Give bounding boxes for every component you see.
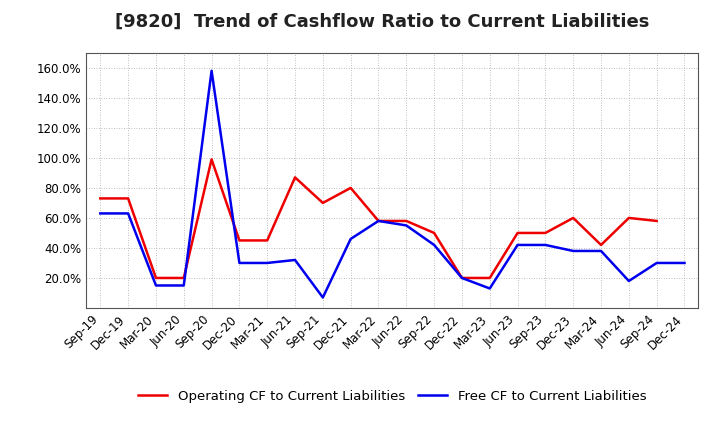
Free CF to Current Liabilities [485,286,494,291]
Free CF to Current Liabilities [235,260,243,266]
Free CF to Current Liabilities [569,248,577,253]
Free CF to Current Liabilities [597,248,606,253]
Operating CF to Current Liabilities [402,218,410,224]
Operating CF to Current Liabilities [541,230,550,235]
Operating CF to Current Liabilities [179,275,188,281]
Free CF to Current Liabilities [207,68,216,73]
Free CF to Current Liabilities [430,242,438,248]
Free CF to Current Liabilities [263,260,271,266]
Line: Operating CF to Current Liabilities: Operating CF to Current Liabilities [100,159,657,278]
Operating CF to Current Liabilities [235,238,243,243]
Operating CF to Current Liabilities [152,275,161,281]
Operating CF to Current Liabilities [485,275,494,281]
Operating CF to Current Liabilities [207,157,216,162]
Free CF to Current Liabilities [152,283,161,288]
Operating CF to Current Liabilities [430,230,438,235]
Operating CF to Current Liabilities [513,230,522,235]
Operating CF to Current Liabilities [652,218,661,224]
Line: Free CF to Current Liabilities: Free CF to Current Liabilities [100,71,685,297]
Operating CF to Current Liabilities [263,238,271,243]
Free CF to Current Liabilities [402,223,410,228]
Free CF to Current Liabilities [680,260,689,266]
Free CF to Current Liabilities [541,242,550,248]
Operating CF to Current Liabilities [96,196,104,201]
Operating CF to Current Liabilities [624,215,633,220]
Free CF to Current Liabilities [318,295,327,300]
Operating CF to Current Liabilities [374,218,383,224]
Free CF to Current Liabilities [291,257,300,263]
Operating CF to Current Liabilities [458,275,467,281]
Free CF to Current Liabilities [458,275,467,281]
Free CF to Current Liabilities [513,242,522,248]
Operating CF to Current Liabilities [318,200,327,205]
Operating CF to Current Liabilities [124,196,132,201]
Operating CF to Current Liabilities [346,185,355,191]
Free CF to Current Liabilities [374,218,383,224]
Free CF to Current Liabilities [179,283,188,288]
Operating CF to Current Liabilities [569,215,577,220]
Free CF to Current Liabilities [96,211,104,216]
Free CF to Current Liabilities [346,236,355,242]
Operating CF to Current Liabilities [291,175,300,180]
Free CF to Current Liabilities [624,279,633,284]
Operating CF to Current Liabilities [597,242,606,248]
Free CF to Current Liabilities [652,260,661,266]
Free CF to Current Liabilities [124,211,132,216]
Text: [9820]  Trend of Cashflow Ratio to Current Liabilities: [9820] Trend of Cashflow Ratio to Curren… [115,13,649,31]
Legend: Operating CF to Current Liabilities, Free CF to Current Liabilities: Operating CF to Current Liabilities, Fre… [133,385,652,409]
